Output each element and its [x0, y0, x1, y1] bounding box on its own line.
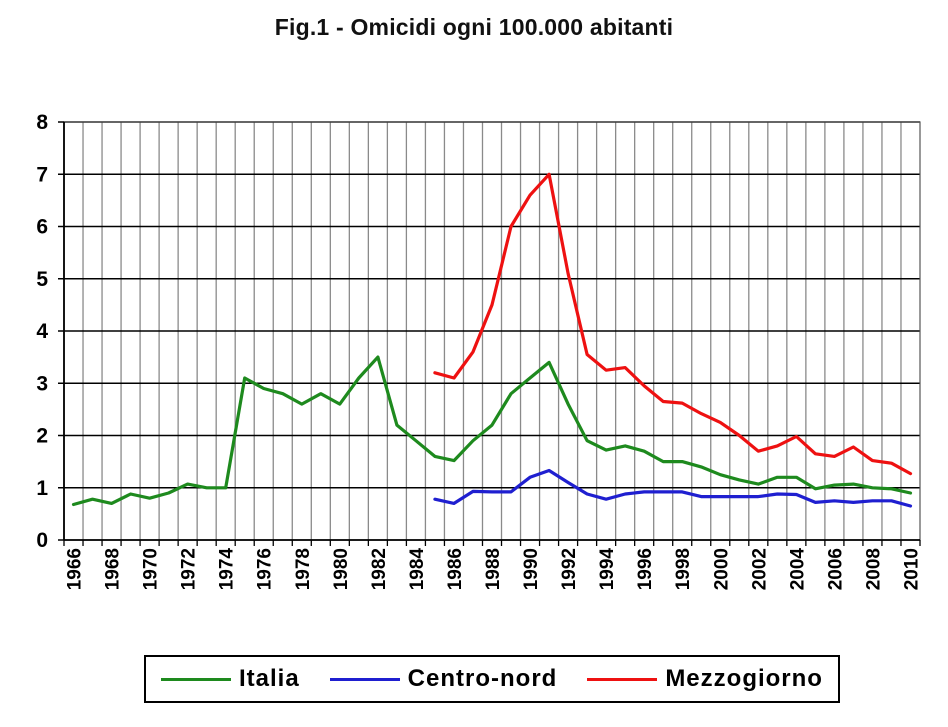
x-tick-label: 1982	[369, 548, 390, 590]
series-lines	[71, 172, 913, 508]
legend-swatch-centro-nord	[329, 677, 400, 681]
legend: Italia Centro-nord Mezzogiorno	[144, 655, 840, 703]
x-tick-label: 2002	[749, 548, 770, 590]
x-tick-label: 2000	[711, 548, 732, 590]
x-tick-label: 1988	[483, 548, 504, 590]
legend-item-italia: Italia	[160, 665, 300, 693]
x-tick-label: 1980	[331, 548, 352, 590]
x-tick-label: 2004	[787, 548, 808, 591]
x-tick-label: 1970	[141, 548, 162, 590]
x-tick-label: 2006	[825, 548, 846, 590]
x-tick-label: 1992	[559, 548, 580, 590]
x-tick-label: 1978	[293, 548, 314, 590]
legend-item-centro-nord: Centro-nord	[329, 665, 558, 693]
y-tick-label: 2	[36, 425, 48, 448]
y-tick-label: 6	[36, 216, 48, 239]
x-tick-label: 1990	[521, 548, 542, 590]
legend-swatch-mezzogiorno	[587, 677, 658, 681]
y-tick-label: 3	[36, 372, 48, 395]
x-tick-label: 1976	[255, 548, 276, 590]
x-tick-label: 1972	[179, 548, 200, 590]
y-tick-label: 8	[36, 111, 48, 134]
chart-title: Fig.1 - Omicidi ogni 100.000 abitanti	[274, 14, 674, 40]
legend-label-centro-nord: Centro-nord	[407, 665, 558, 692]
y-tick-label: 4	[36, 320, 48, 343]
legend-item-mezzogiorno: Mezzogiorno	[587, 665, 823, 693]
x-tick-label: 1974	[217, 548, 238, 591]
y-tick-labels: 0 1 2 3 4 5 6 7 8	[36, 111, 48, 552]
x-tick-label: 1994	[597, 548, 618, 591]
y-tick-label: 7	[36, 163, 48, 186]
x-tick-label: 1966	[65, 548, 86, 590]
legend-swatch-italia	[160, 677, 231, 681]
y-tick-label: 5	[36, 268, 48, 291]
series-line-italia	[71, 355, 913, 507]
x-tick-label: 1984	[407, 548, 428, 591]
y-tick-label: 0	[36, 529, 48, 552]
series-line-mezzogiorno	[433, 172, 913, 476]
x-tick-label: 2008	[863, 548, 884, 590]
legend-label-mezzogiorno: Mezzogiorno	[665, 665, 823, 692]
y-tick-label: 1	[36, 477, 48, 500]
x-tick-label: 1986	[445, 548, 466, 590]
series-line-centro-nord	[433, 468, 913, 508]
x-tick-label: 1998	[673, 548, 694, 590]
x-tick-labels: 1966 1968 1970 1972 1974 1976 1978 1980 1982 1984…	[65, 548, 923, 591]
x-tick-label: 1996	[635, 548, 656, 590]
x-tick-label: 1968	[103, 548, 124, 590]
legend-label-italia: Italia	[238, 665, 300, 692]
axes	[58, 121, 921, 546]
x-tick-label: 2010	[901, 548, 922, 590]
